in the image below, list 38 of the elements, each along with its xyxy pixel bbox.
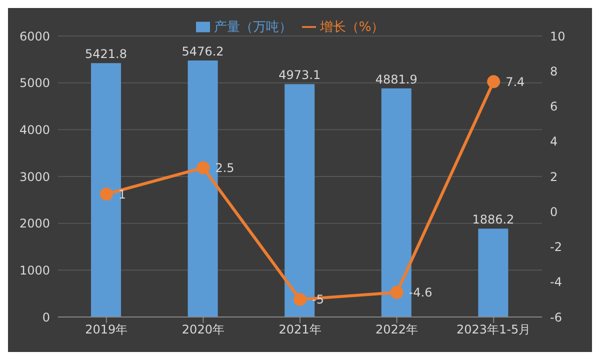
y-tick-label: 2000 bbox=[19, 216, 50, 231]
y-tick-label: 0 bbox=[42, 310, 50, 324]
y2-tick-label: -2 bbox=[550, 240, 562, 254]
x-tick-label: 2019年 bbox=[85, 322, 128, 337]
point bbox=[294, 292, 306, 306]
y2-tick-label: 10 bbox=[550, 29, 566, 44]
point bbox=[487, 75, 500, 88]
point bbox=[196, 161, 210, 174]
data-label: 4881.9 bbox=[375, 72, 418, 86]
bar bbox=[188, 60, 218, 317]
y2-tick-label: 8 bbox=[550, 64, 558, 78]
y2-tick-label: 6 bbox=[550, 100, 558, 114]
x-tick-label: 2021年 bbox=[278, 322, 322, 337]
bar bbox=[91, 63, 121, 317]
y2-tick-label: -4 bbox=[550, 275, 562, 290]
x-tick-label: 2023年1-5月 bbox=[456, 322, 531, 337]
y-tick-label: 3000 bbox=[19, 170, 50, 184]
y-tick-label: 6000 bbox=[19, 29, 50, 44]
data-label: 4973.1 bbox=[278, 68, 321, 82]
data-label: 1886.2 bbox=[472, 212, 514, 227]
y-tick-label: 5000 bbox=[19, 76, 50, 90]
legend-label: 产量（万吨） bbox=[214, 20, 292, 35]
x-tick-label: 2020年 bbox=[182, 322, 224, 337]
y-tick-label: 4000 bbox=[19, 122, 50, 137]
bar bbox=[478, 228, 508, 317]
data-label: -5 bbox=[312, 292, 324, 307]
data-label: 7.4 bbox=[506, 74, 525, 89]
data-label: 5476.2 bbox=[182, 44, 224, 59]
y2-tick-label: 0 bbox=[550, 204, 558, 219]
y2-tick-label: -6 bbox=[550, 310, 562, 324]
data-label: 5421.8 bbox=[85, 47, 127, 62]
y2-tick-label: 2 bbox=[550, 170, 558, 184]
point bbox=[390, 286, 404, 299]
y-tick-label: 1000 bbox=[19, 263, 50, 278]
y2-tick-label: 4 bbox=[550, 134, 558, 149]
legend-label: 增长（%） bbox=[320, 20, 384, 35]
x-tick-label: 2022年 bbox=[376, 322, 418, 337]
point bbox=[100, 188, 113, 201]
